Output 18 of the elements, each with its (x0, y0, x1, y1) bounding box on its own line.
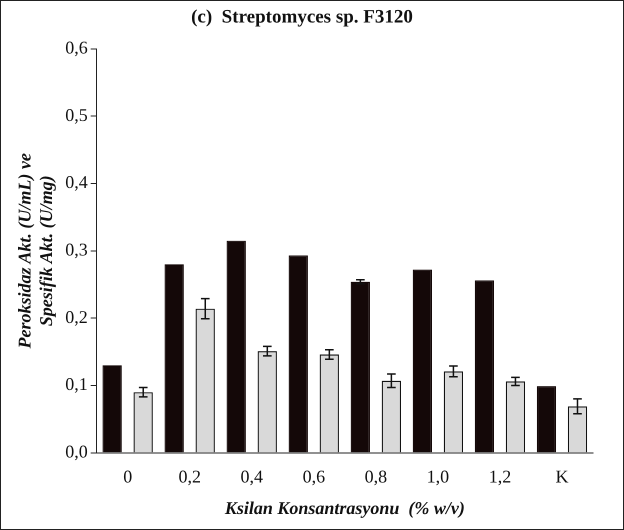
x-tick-label: 0,8 (364, 466, 388, 486)
y-tick-label: 0,4 (65, 172, 88, 192)
x-tick-label: 0,4 (240, 466, 264, 486)
y-tick-label: 0,1 (65, 374, 88, 394)
y-axis-title: Peroksidaz Akt. (U/mL) ve Spesifik Akt. (U/mg) (14, 153, 56, 350)
x-tick-label: 1,0 (426, 466, 450, 486)
y-tick-label: 0,5 (65, 104, 88, 125)
y-tick-label: 0,6 (65, 38, 88, 58)
x-tick-label: 0 (123, 466, 132, 486)
y-tick-label: 0,0 (65, 442, 88, 462)
y-tick-label: 0,3 (65, 240, 88, 260)
x-tick-label: 0,6 (302, 466, 326, 486)
chart-title: (c) Streptomyces sp. F3120 (191, 6, 413, 28)
x-axis-title: Ksilan Konsantrasyonu (% w/v) (224, 498, 465, 518)
x-tick-label: 0,2 (178, 466, 202, 486)
x-tick-label: 1,2 (488, 466, 512, 486)
y-tick-label: 0,2 (65, 306, 88, 327)
x-tick-label: K (555, 466, 568, 486)
